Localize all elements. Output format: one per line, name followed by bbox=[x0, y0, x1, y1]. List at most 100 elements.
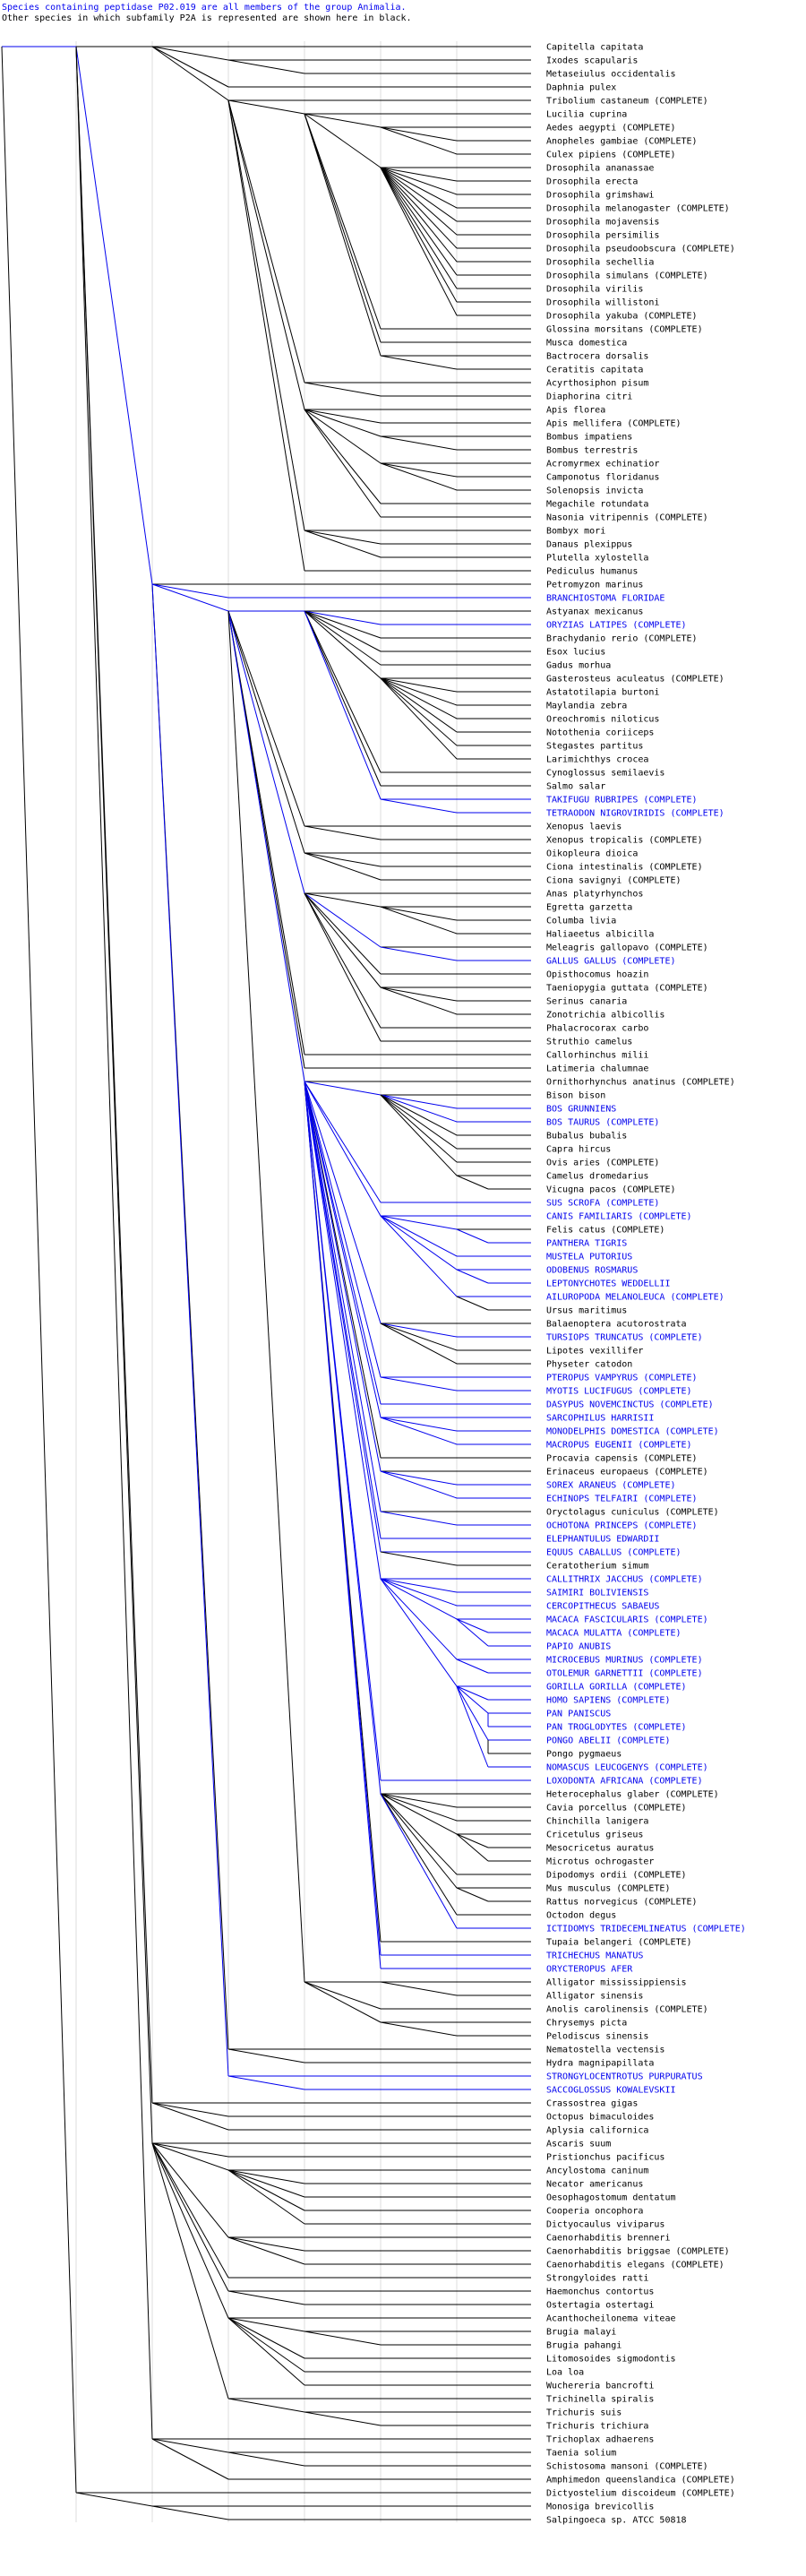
species-label: Salmo salar bbox=[546, 782, 605, 792]
tree-edge bbox=[304, 113, 382, 343]
species-label: Ciona intestinalis (COMPLETE) bbox=[546, 863, 703, 873]
tree-edge bbox=[304, 892, 382, 975]
tree-edge bbox=[380, 1215, 458, 1257]
species-label: Heterocephalus glaber (COMPLETE) bbox=[546, 1790, 719, 1800]
species-label: Phalacrocorax carbo bbox=[546, 1024, 648, 1034]
tree-edge bbox=[456, 1685, 489, 1714]
species-label: Hydra magnipapillata bbox=[546, 2059, 654, 2069]
species-label: Petromyzon marinus bbox=[546, 581, 643, 590]
species-label: Nematostella vectensis bbox=[546, 2046, 665, 2055]
species-label: Balaenoptera acutorostrata bbox=[546, 1320, 687, 1330]
tree-edge bbox=[380, 167, 458, 222]
species-label: Drosophila persimilis bbox=[546, 231, 659, 241]
tree-edge bbox=[304, 113, 382, 357]
species-label: MUSTELA PUTORIUS bbox=[546, 1253, 632, 1262]
species-label: Monosiga brevicollis bbox=[546, 2503, 654, 2512]
species-label: OTOLEMUR GARNETTII (COMPLETE) bbox=[546, 1669, 703, 1679]
species-label: Dictyocaulus viviparus bbox=[546, 2220, 665, 2230]
tree-edge bbox=[380, 1793, 458, 1835]
species-label: Trichinella spiralis bbox=[546, 2395, 654, 2405]
tree-edge bbox=[380, 1578, 458, 1593]
species-label: Cricetulus griseus bbox=[546, 1831, 643, 1840]
tree-edge bbox=[380, 1793, 458, 1875]
species-label: Diaphorina citri bbox=[546, 392, 632, 402]
tree-edge bbox=[380, 677, 458, 746]
species-label: Camponotus floridanus bbox=[546, 473, 659, 483]
species-label: Alligator sinensis bbox=[546, 1992, 643, 2002]
species-label: Xenopus tropicalis (COMPLETE) bbox=[546, 836, 703, 846]
tree-edge bbox=[304, 825, 382, 840]
tree-edge bbox=[304, 610, 382, 625]
species-label: Struthio camelus bbox=[546, 1038, 632, 1047]
tree-edge bbox=[151, 2438, 229, 2453]
species-label: Opisthocomus hoazin bbox=[546, 970, 648, 980]
tree-edge bbox=[227, 59, 305, 74]
species-label: GALLUS GALLUS (COMPLETE) bbox=[546, 957, 676, 967]
tree-edge bbox=[227, 610, 305, 854]
species-label: MACACA FASCICULARIS (COMPLETE) bbox=[546, 1615, 708, 1625]
species-label: MONODELPHIS DOMESTICA (COMPLETE) bbox=[546, 1427, 719, 1437]
tree-edge bbox=[304, 113, 382, 168]
tree-edge bbox=[151, 2142, 229, 2319]
species-label: Caenorhabditis brenneri bbox=[546, 2234, 670, 2244]
tree-edge bbox=[227, 99, 305, 531]
tree-edge bbox=[380, 167, 458, 209]
species-label: Egretta garzetta bbox=[546, 903, 632, 913]
species-label: Octodon degus bbox=[546, 1911, 616, 1921]
species-label: Anopheles gambiae (COMPLETE) bbox=[546, 137, 698, 147]
species-label: ORYCTEROPUS AFER bbox=[546, 1965, 633, 1975]
species-label: Lucilia cuprina bbox=[546, 110, 627, 120]
species-label: Pediculus humanus bbox=[546, 567, 638, 577]
tree-edge bbox=[380, 1470, 458, 1499]
species-label: Apis mellifera (COMPLETE) bbox=[546, 419, 682, 429]
tree-edge bbox=[380, 2021, 458, 2037]
species-label: BOS GRUNNIENS bbox=[546, 1105, 616, 1115]
tree-edge bbox=[75, 46, 153, 2144]
species-label: Gasterosteus aculeatus (COMPLETE) bbox=[546, 675, 725, 685]
species-label: Bombus terrestris bbox=[546, 446, 638, 456]
tree-edge bbox=[227, 2169, 305, 2198]
species-label: MICROCEBUS MURINUS (COMPLETE) bbox=[546, 1656, 703, 1666]
tree-edge bbox=[304, 610, 382, 773]
species-label: TAKIFUGU RUBRIPES (COMPLETE) bbox=[546, 796, 698, 806]
species-label: Oryctolagus cuniculus (COMPLETE) bbox=[546, 1508, 719, 1518]
species-label: Pristionchus pacificus bbox=[546, 2153, 665, 2163]
tree-edge bbox=[151, 2438, 229, 2480]
species-label: PONGO ABELII (COMPLETE) bbox=[546, 1736, 670, 1746]
species-label: Glossina morsitans (COMPLETE) bbox=[546, 325, 703, 335]
species-label: Culex pipiens (COMPLETE) bbox=[546, 151, 676, 160]
tree-edge bbox=[380, 1215, 458, 1297]
tree-edge bbox=[380, 167, 458, 195]
species-label: CANIS FAMILIARIS (COMPLETE) bbox=[546, 1212, 692, 1222]
tree-edge bbox=[304, 113, 382, 330]
species-label: Ancylostoma caninum bbox=[546, 2167, 648, 2176]
tree-edge bbox=[456, 1685, 489, 1701]
species-label: Brachydanio rerio (COMPLETE) bbox=[546, 634, 698, 644]
tree-edge bbox=[304, 1081, 382, 1096]
species-label: Caenorhabditis elegans (COMPLETE) bbox=[546, 2261, 725, 2270]
species-label: Anolis carolinensis (COMPLETE) bbox=[546, 2005, 708, 2015]
tree-edge bbox=[227, 610, 305, 1983]
tree-edge bbox=[456, 1296, 489, 1311]
tree-edge bbox=[227, 2398, 305, 2413]
tree-edge bbox=[380, 355, 458, 370]
species-label: Haemonchus contortus bbox=[546, 2287, 654, 2297]
species-label: Strongyloides ratti bbox=[546, 2274, 648, 2284]
species-label: ELEPHANTULUS EDWARDII bbox=[546, 1535, 659, 1545]
tree-edge bbox=[227, 2048, 305, 2063]
species-label: Vicugna pacos (COMPLETE) bbox=[546, 1185, 676, 1195]
species-label: Meleagris gallopavo (COMPLETE) bbox=[546, 943, 708, 953]
tree-edge bbox=[75, 2492, 153, 2507]
tree-edge bbox=[380, 435, 458, 451]
species-label: Taeniopygia guttata (COMPLETE) bbox=[546, 984, 708, 994]
tree-edge bbox=[380, 1094, 458, 1176]
tree-edge bbox=[304, 409, 382, 504]
tree-edge bbox=[151, 2142, 229, 2292]
species-label: Capitella capitata bbox=[546, 43, 643, 53]
tree-edge bbox=[304, 1081, 382, 1217]
tree-edge bbox=[304, 1081, 382, 1405]
tree-edge bbox=[380, 946, 458, 961]
tree-edge bbox=[456, 1175, 489, 1190]
species-label: Gadus morhua bbox=[546, 661, 611, 671]
species-label: PTEROPUS VAMPYRUS (COMPLETE) bbox=[546, 1374, 698, 1383]
